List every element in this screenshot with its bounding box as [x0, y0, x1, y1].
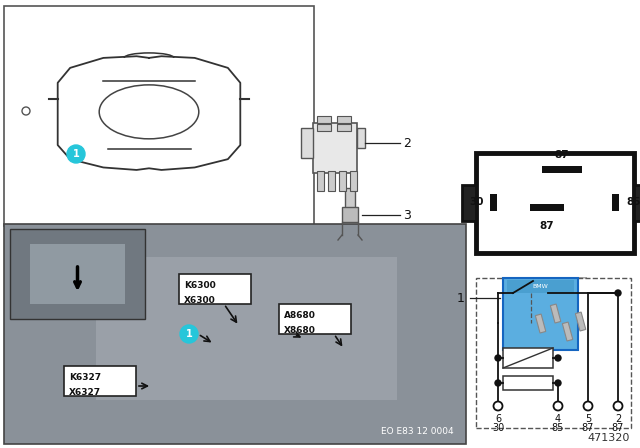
Circle shape: [67, 145, 85, 163]
Bar: [550, 304, 561, 323]
Bar: [503, 278, 578, 350]
Bar: [337, 116, 351, 123]
Bar: [476, 278, 631, 428]
Circle shape: [180, 325, 198, 343]
Text: 5: 5: [585, 414, 591, 424]
Text: 30: 30: [492, 423, 504, 433]
Bar: [476, 153, 634, 253]
Text: 1: 1: [186, 329, 193, 339]
Bar: [301, 128, 313, 158]
Text: EO E83 12 0004: EO E83 12 0004: [381, 427, 454, 436]
Bar: [97, 257, 397, 400]
Text: 3: 3: [403, 208, 411, 221]
Circle shape: [493, 401, 502, 410]
Text: 6: 6: [495, 414, 501, 424]
Text: X8680: X8680: [284, 326, 316, 335]
Text: 2: 2: [615, 414, 621, 424]
Circle shape: [495, 380, 501, 386]
Text: X6300: X6300: [184, 296, 216, 305]
Circle shape: [495, 355, 501, 361]
Text: 471320: 471320: [588, 433, 630, 443]
Text: 2: 2: [403, 137, 411, 150]
Text: K6327: K6327: [69, 373, 101, 382]
Bar: [337, 124, 351, 131]
Bar: [313, 123, 357, 173]
Bar: [507, 277, 587, 355]
Bar: [317, 116, 331, 123]
Circle shape: [555, 355, 561, 361]
Bar: [345, 188, 355, 208]
Circle shape: [554, 401, 563, 410]
Bar: [350, 171, 357, 191]
Bar: [503, 376, 553, 390]
Bar: [535, 314, 546, 333]
Bar: [490, 194, 497, 211]
Text: 1: 1: [72, 149, 79, 159]
Bar: [634, 185, 640, 221]
Bar: [542, 166, 582, 173]
Text: A8680: A8680: [284, 311, 316, 320]
Bar: [530, 204, 564, 211]
Text: 85: 85: [626, 197, 640, 207]
Bar: [462, 185, 476, 221]
Circle shape: [584, 401, 593, 410]
Bar: [179, 274, 251, 304]
Bar: [10, 229, 145, 319]
Bar: [575, 312, 586, 331]
Text: K6300: K6300: [184, 281, 216, 290]
Text: X6327: X6327: [69, 388, 101, 397]
Text: 87: 87: [612, 423, 624, 433]
Text: 87: 87: [582, 423, 594, 433]
Bar: [317, 124, 331, 131]
Circle shape: [555, 380, 561, 386]
Bar: [64, 366, 136, 396]
Text: BMW: BMW: [532, 284, 548, 289]
Bar: [503, 348, 553, 368]
Text: 1: 1: [457, 292, 465, 305]
Bar: [317, 171, 324, 191]
Bar: [342, 207, 358, 222]
Text: 85: 85: [552, 423, 564, 433]
Bar: [4, 224, 466, 444]
Text: 87: 87: [555, 150, 570, 160]
Circle shape: [614, 401, 623, 410]
Bar: [357, 128, 365, 148]
Text: 87: 87: [540, 221, 554, 231]
Bar: [563, 322, 573, 341]
Bar: [339, 171, 346, 191]
Text: 30: 30: [470, 197, 484, 207]
Circle shape: [615, 290, 621, 296]
Bar: [612, 194, 619, 211]
Bar: [4, 6, 314, 226]
Text: 4: 4: [555, 414, 561, 424]
Bar: [30, 244, 125, 304]
Bar: [507, 280, 574, 293]
Bar: [328, 171, 335, 191]
Bar: [279, 304, 351, 334]
